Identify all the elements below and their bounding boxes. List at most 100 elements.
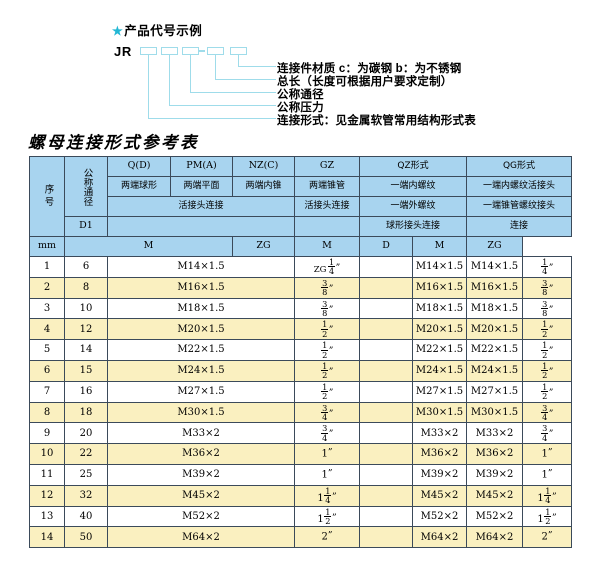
cell-qg-m: M64×2 — [466, 526, 523, 549]
cell-qg-zg: 1 2” — [522, 318, 572, 341]
cell-thread-m: M33×2 — [107, 422, 295, 445]
header-union-connection: 活接头连接 — [107, 196, 295, 217]
cell-nominal-bore: 18 — [64, 401, 108, 424]
product-code-title-text: 产品代号示例 — [124, 24, 203, 38]
cell-thread-m: M36×2 — [107, 443, 295, 465]
cell-thread-m: M16×1.5 — [107, 276, 295, 299]
header-qz-desc: 一端内螺纹 — [359, 176, 467, 197]
cell-qz-d: M30×1.5 — [412, 401, 467, 424]
cell-nominal-bore: 14 — [64, 339, 108, 361]
code-box-2 — [161, 47, 178, 55]
header-unit-mm: mm — [29, 236, 65, 257]
cell-qg-zg: 3 8” — [522, 276, 572, 299]
cell-index: 8 — [29, 401, 65, 424]
header-group-qz: QZ形式 — [359, 156, 467, 177]
cell-qz-m — [359, 422, 413, 445]
cell-index: 2 — [29, 276, 65, 299]
header-unit-m: M — [64, 236, 233, 257]
cell-qz-d: M36×2 — [412, 443, 467, 465]
cell-index: 10 — [29, 443, 65, 465]
header-blank-gz — [294, 216, 360, 237]
cell-qg-m: M52×2 — [466, 505, 523, 528]
cell-qz-d: M52×2 — [412, 505, 467, 528]
cell-gz-size: 1” — [294, 463, 360, 486]
table-row: 1 6 M14×1.5 ZG 1 4” M14×1.5 M14×1.5 1 4” — [29, 256, 572, 278]
header-group-pma: PM(A) — [170, 156, 233, 177]
cell-thread-m: M64×2 — [107, 526, 295, 549]
cell-qz-m — [359, 380, 413, 403]
cell-thread-m: M27×1.5 — [107, 380, 295, 403]
cell-nominal-bore: 6 — [64, 256, 108, 278]
cell-qg-zg: 2” — [522, 526, 572, 549]
cell-qz-m — [359, 276, 413, 299]
leader-line-v-1 — [237, 55, 239, 67]
cell-nominal-bore: 40 — [64, 505, 108, 528]
table-row: 7 16 M27×1.5 1 2” M27×1.5 M27×1.5 1 2” — [29, 380, 572, 403]
leader-line-h-3 — [189, 92, 276, 93]
cell-qz-d: M18×1.5 — [412, 297, 467, 320]
cell-gz-size: 2” — [294, 526, 360, 549]
cell-nominal-bore: 12 — [64, 318, 108, 341]
cell-qz-d: M24×1.5 — [412, 359, 467, 382]
header-qg-desc: 一端内螺纹活接头 — [466, 176, 572, 197]
table-row: 9 20 M33×2 3 4” M33×2 M33×2 3 4” — [29, 422, 572, 445]
cell-qg-zg: 1 2” — [522, 359, 572, 382]
header-group-qd: Q(D) — [107, 156, 171, 177]
cell-qz-m — [359, 484, 413, 507]
cell-nominal-bore: 8 — [64, 276, 108, 299]
code-box-3 — [182, 47, 199, 55]
cell-qg-zg: 1 4” — [522, 256, 572, 278]
cell-qg-m: M14×1.5 — [466, 256, 523, 278]
cell-gz-size: 1 1 4” — [294, 484, 360, 507]
table-row: 8 18 M30×1.5 3 4” M30×1.5 M30×1.5 3 4” — [29, 401, 572, 424]
table-row: 11 25 M39×2 1” M39×2 M39×2 1” — [29, 463, 572, 486]
header-gz-desc: 两端锥管 — [294, 176, 360, 197]
cell-qg-m: M27×1.5 — [466, 380, 523, 403]
cell-qg-zg: 3 4” — [522, 401, 572, 424]
cell-gz-size: 1” — [294, 443, 360, 465]
cell-qg-m: M45×2 — [466, 484, 523, 507]
product-code-diagram: ★产品代号示例 JR 连接件材质 c：为碳钢 b：为不锈钢 总长（长度可根据用户… — [0, 0, 600, 127]
cell-qg-zg: 3 8” — [522, 297, 572, 320]
header-qz-unit-d: D — [359, 236, 413, 257]
leader-line-h-2 — [214, 79, 276, 80]
cell-qg-m: M30×1.5 — [466, 401, 523, 424]
cell-thread-m: M20×1.5 — [107, 318, 295, 341]
header-unit-zg: ZG — [232, 236, 295, 257]
cell-qg-zg: 1” — [522, 463, 572, 486]
header-qg-taper-thread: 一端锥管螺纹接头 — [466, 196, 572, 217]
cell-qz-d: M27×1.5 — [412, 380, 467, 403]
code-box-1 — [140, 47, 157, 55]
cell-gz-size: 3 8” — [294, 297, 360, 320]
cell-qg-m: M20×1.5 — [466, 318, 523, 341]
table-row: 2 8 M16×1.5 3 8” M16×1.5 M16×1.5 3 8” — [29, 276, 572, 299]
cell-nominal-bore: 10 — [64, 297, 108, 320]
code-separator-dash — [198, 50, 205, 52]
header-nzc-desc: 两端内锥 — [232, 176, 295, 197]
table-header: 序号 公称通径 Q(D) PM(A) NZ(C) GZ QZ形式 QG形式 两端… — [29, 156, 572, 257]
cell-gz-size: 3 4” — [294, 422, 360, 445]
code-box-4 — [207, 47, 224, 55]
cell-index: 13 — [29, 505, 65, 528]
cell-gz-size: 1 1 2” — [294, 505, 360, 528]
cell-index: 11 — [29, 463, 65, 486]
cell-qz-m — [359, 443, 413, 465]
leader-line-v-4 — [168, 55, 170, 106]
cell-gz-size: 1 2” — [294, 380, 360, 403]
annotation-connection-type: 连接形式：见金属软管常用结构形式表 — [277, 115, 476, 127]
cell-qz-d: M33×2 — [412, 422, 467, 445]
cell-qz-d: M16×1.5 — [412, 276, 467, 299]
cell-gz-size: 3 4” — [294, 401, 360, 424]
header-index: 序号 — [29, 156, 65, 237]
cell-index: 12 — [29, 484, 65, 507]
cell-qg-zg: 1 1 2” — [522, 505, 572, 528]
cell-gz-size: 1 2” — [294, 318, 360, 341]
leader-line-h-1 — [237, 66, 276, 67]
leader-line-v-3 — [189, 55, 191, 93]
table-row: 10 22 M36×2 1” M36×2 M36×2 1” — [29, 443, 572, 465]
cell-index: 4 — [29, 318, 65, 341]
cell-index: 9 — [29, 422, 65, 445]
cell-qz-d: M14×1.5 — [412, 256, 467, 278]
cell-gz-size: ZG 1 4” — [294, 256, 360, 278]
cell-qg-m: M18×1.5 — [466, 297, 523, 320]
